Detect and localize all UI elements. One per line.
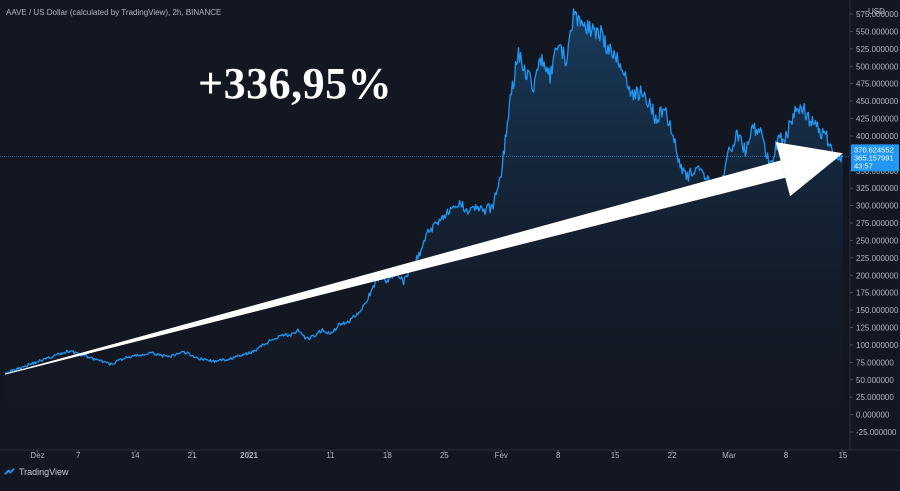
- y-tick-label: 225.000000: [856, 254, 899, 263]
- x-tick-label: 11: [326, 451, 335, 460]
- y-tick-label: 75.000000: [856, 358, 894, 367]
- y-tick-label: 125.000000: [856, 324, 899, 333]
- y-tick-label: 275.000000: [856, 219, 899, 228]
- trend-arrow-shaft: [4, 160, 786, 375]
- x-tick-label: Mar: [722, 451, 736, 460]
- x-tick-label: 8: [556, 451, 561, 460]
- symbol-title[interactable]: AAVE / US Dollar (calculated by TradingV…: [6, 8, 222, 17]
- y-tick-label: 0.000000: [856, 411, 890, 420]
- y-tick-label: 300.000000: [856, 202, 899, 211]
- y-tick-label: 450.000000: [856, 97, 899, 106]
- y-tick-label: 25.000000: [856, 393, 894, 402]
- last-price-label: 370.624552: [854, 145, 894, 154]
- y-tick-label: 400.000000: [856, 132, 899, 141]
- x-tick-label: Dez: [30, 451, 44, 460]
- price-area-fill: [5, 8, 843, 451]
- y-tick-label: 325.000000: [856, 184, 899, 193]
- x-tick-label: 2021: [240, 451, 258, 460]
- y-tick-label: 200.000000: [856, 271, 899, 280]
- last-price-badge: [851, 144, 899, 172]
- y-tick-label: 575.000000: [856, 10, 899, 19]
- percent-change-annotation: +336,95%: [198, 59, 393, 108]
- y-tick-label: 525.000000: [856, 45, 899, 54]
- y-tick-label: 150.000000: [856, 306, 899, 315]
- x-tick-label: 7: [76, 451, 81, 460]
- price-scale[interactable]: 575.000000 550.000000 525.000000 500.000000…: [849, 0, 899, 450]
- x-tick-label: 15: [838, 451, 847, 460]
- y-tick-label: 100.000000: [856, 341, 899, 350]
- x-tick-label: 25: [440, 451, 449, 460]
- x-tick-label: Fev: [495, 451, 508, 460]
- x-tick-label: 8: [784, 451, 789, 460]
- x-tick-label: 18: [383, 451, 392, 460]
- y-tick-label: 175.000000: [856, 289, 899, 298]
- price-line: [4, 8, 844, 375]
- y-tick-label: 250.000000: [856, 236, 899, 245]
- tradingview-logo-icon: [4, 468, 15, 475]
- y-tick-label: 500.000000: [856, 62, 899, 71]
- brand-label: TradingView: [19, 466, 69, 477]
- overlay-layer: [0, 142, 850, 375]
- x-tick-label: 14: [131, 451, 140, 460]
- x-tick-label: 22: [668, 451, 677, 460]
- y-tick-label: 475.000000: [856, 80, 899, 89]
- tradingview-brand[interactable]: TradingView: [4, 466, 69, 477]
- secondary-price-label: 365.157991: [854, 153, 894, 162]
- currency-label: USD: [868, 7, 885, 16]
- trend-arrow-head: [775, 142, 843, 197]
- series-layer: [4, 8, 844, 451]
- y-tick-label: 425.000000: [856, 115, 899, 124]
- x-tick-label: 21: [188, 451, 197, 460]
- countdown-label: 43:57: [854, 161, 873, 170]
- y-tick-label: -25.000000: [856, 428, 897, 437]
- y-tick-label: 50.000000: [856, 376, 894, 385]
- y-tick-label: 550.000000: [856, 27, 899, 36]
- x-tick-label: 15: [611, 451, 620, 460]
